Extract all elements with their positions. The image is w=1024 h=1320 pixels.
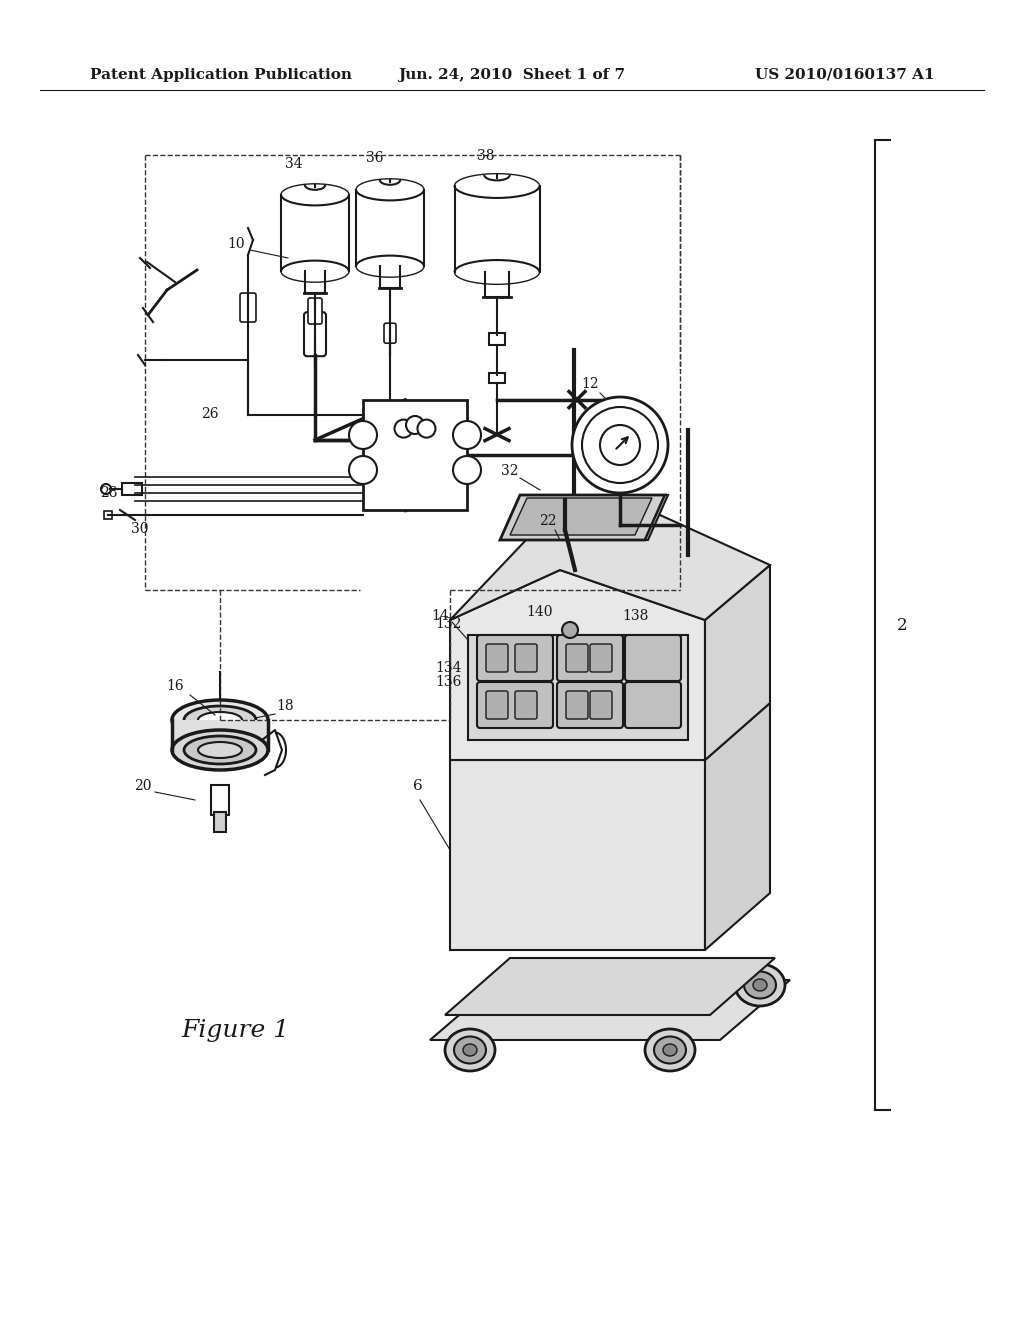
- FancyBboxPatch shape: [384, 323, 396, 343]
- Bar: [489, 372, 505, 383]
- Text: 6: 6: [413, 779, 423, 793]
- Polygon shape: [468, 635, 688, 741]
- Bar: [104, 511, 112, 519]
- Text: 20: 20: [134, 779, 152, 793]
- Text: 38: 38: [477, 149, 495, 162]
- FancyBboxPatch shape: [304, 313, 326, 356]
- Text: 2: 2: [897, 616, 907, 634]
- Text: 36: 36: [367, 150, 384, 165]
- Text: Figure 1: Figure 1: [181, 1019, 289, 1041]
- Bar: [281, 194, 349, 272]
- FancyBboxPatch shape: [557, 682, 623, 729]
- FancyBboxPatch shape: [557, 635, 623, 681]
- Polygon shape: [430, 979, 790, 1040]
- Text: 22: 22: [540, 513, 557, 528]
- Ellipse shape: [198, 711, 242, 729]
- Ellipse shape: [753, 979, 767, 991]
- Text: Jun. 24, 2010  Sheet 1 of 7: Jun. 24, 2010 Sheet 1 of 7: [398, 69, 626, 82]
- Ellipse shape: [735, 964, 785, 1006]
- FancyBboxPatch shape: [308, 298, 322, 323]
- Ellipse shape: [184, 737, 256, 764]
- FancyBboxPatch shape: [625, 682, 681, 729]
- Ellipse shape: [198, 742, 242, 758]
- Ellipse shape: [654, 1036, 686, 1064]
- Circle shape: [572, 397, 668, 492]
- Ellipse shape: [645, 1030, 695, 1071]
- FancyBboxPatch shape: [590, 644, 612, 672]
- Text: 32: 32: [502, 465, 519, 478]
- Circle shape: [406, 416, 424, 434]
- FancyBboxPatch shape: [477, 635, 553, 681]
- Text: 30: 30: [131, 521, 148, 536]
- FancyBboxPatch shape: [515, 690, 537, 719]
- Bar: [489, 333, 505, 345]
- Circle shape: [349, 421, 377, 449]
- Polygon shape: [450, 515, 770, 620]
- Text: 12: 12: [582, 378, 599, 391]
- FancyBboxPatch shape: [566, 690, 588, 719]
- Ellipse shape: [172, 700, 268, 741]
- Text: 28: 28: [100, 486, 118, 500]
- FancyBboxPatch shape: [486, 690, 508, 719]
- FancyBboxPatch shape: [486, 644, 508, 672]
- Circle shape: [101, 484, 111, 494]
- Ellipse shape: [454, 1036, 486, 1064]
- Circle shape: [600, 425, 640, 465]
- Ellipse shape: [445, 1030, 495, 1071]
- Polygon shape: [450, 570, 705, 760]
- FancyBboxPatch shape: [477, 682, 553, 729]
- Polygon shape: [705, 704, 770, 950]
- Circle shape: [453, 421, 481, 449]
- Text: Patent Application Publication: Patent Application Publication: [90, 69, 352, 82]
- Text: 16: 16: [166, 678, 184, 693]
- Circle shape: [349, 455, 377, 484]
- Polygon shape: [705, 565, 770, 760]
- Bar: [214, 812, 226, 832]
- Ellipse shape: [744, 972, 776, 998]
- Circle shape: [582, 407, 658, 483]
- Ellipse shape: [513, 983, 527, 997]
- Circle shape: [453, 455, 481, 484]
- Ellipse shape: [663, 1044, 677, 1056]
- Bar: [362, 400, 467, 510]
- Text: 10: 10: [227, 238, 245, 251]
- Polygon shape: [450, 760, 705, 950]
- Polygon shape: [645, 495, 668, 540]
- Polygon shape: [445, 958, 775, 1015]
- Text: 140: 140: [526, 605, 553, 619]
- FancyBboxPatch shape: [515, 644, 537, 672]
- Polygon shape: [510, 498, 652, 535]
- Text: 132: 132: [435, 616, 462, 631]
- Ellipse shape: [504, 977, 536, 1003]
- Bar: [211, 785, 229, 814]
- Ellipse shape: [184, 706, 256, 734]
- Text: 18: 18: [276, 700, 294, 713]
- FancyBboxPatch shape: [566, 644, 588, 672]
- Circle shape: [562, 622, 578, 638]
- Bar: [172, 719, 268, 750]
- Ellipse shape: [495, 969, 545, 1011]
- Circle shape: [394, 420, 413, 438]
- Text: 138: 138: [622, 609, 648, 623]
- Ellipse shape: [172, 730, 268, 770]
- Bar: [122, 483, 142, 495]
- Circle shape: [418, 420, 435, 438]
- FancyBboxPatch shape: [590, 690, 612, 719]
- Text: 136: 136: [435, 675, 462, 689]
- Bar: [356, 190, 424, 267]
- Text: US 2010/0160137 A1: US 2010/0160137 A1: [756, 69, 935, 82]
- Text: 134: 134: [435, 661, 462, 675]
- Text: 26: 26: [202, 407, 219, 421]
- FancyBboxPatch shape: [625, 635, 681, 681]
- Bar: [455, 186, 540, 272]
- Text: 34: 34: [286, 157, 303, 172]
- Text: 14: 14: [431, 609, 449, 623]
- Polygon shape: [500, 495, 665, 540]
- Ellipse shape: [463, 1044, 477, 1056]
- FancyBboxPatch shape: [240, 293, 256, 322]
